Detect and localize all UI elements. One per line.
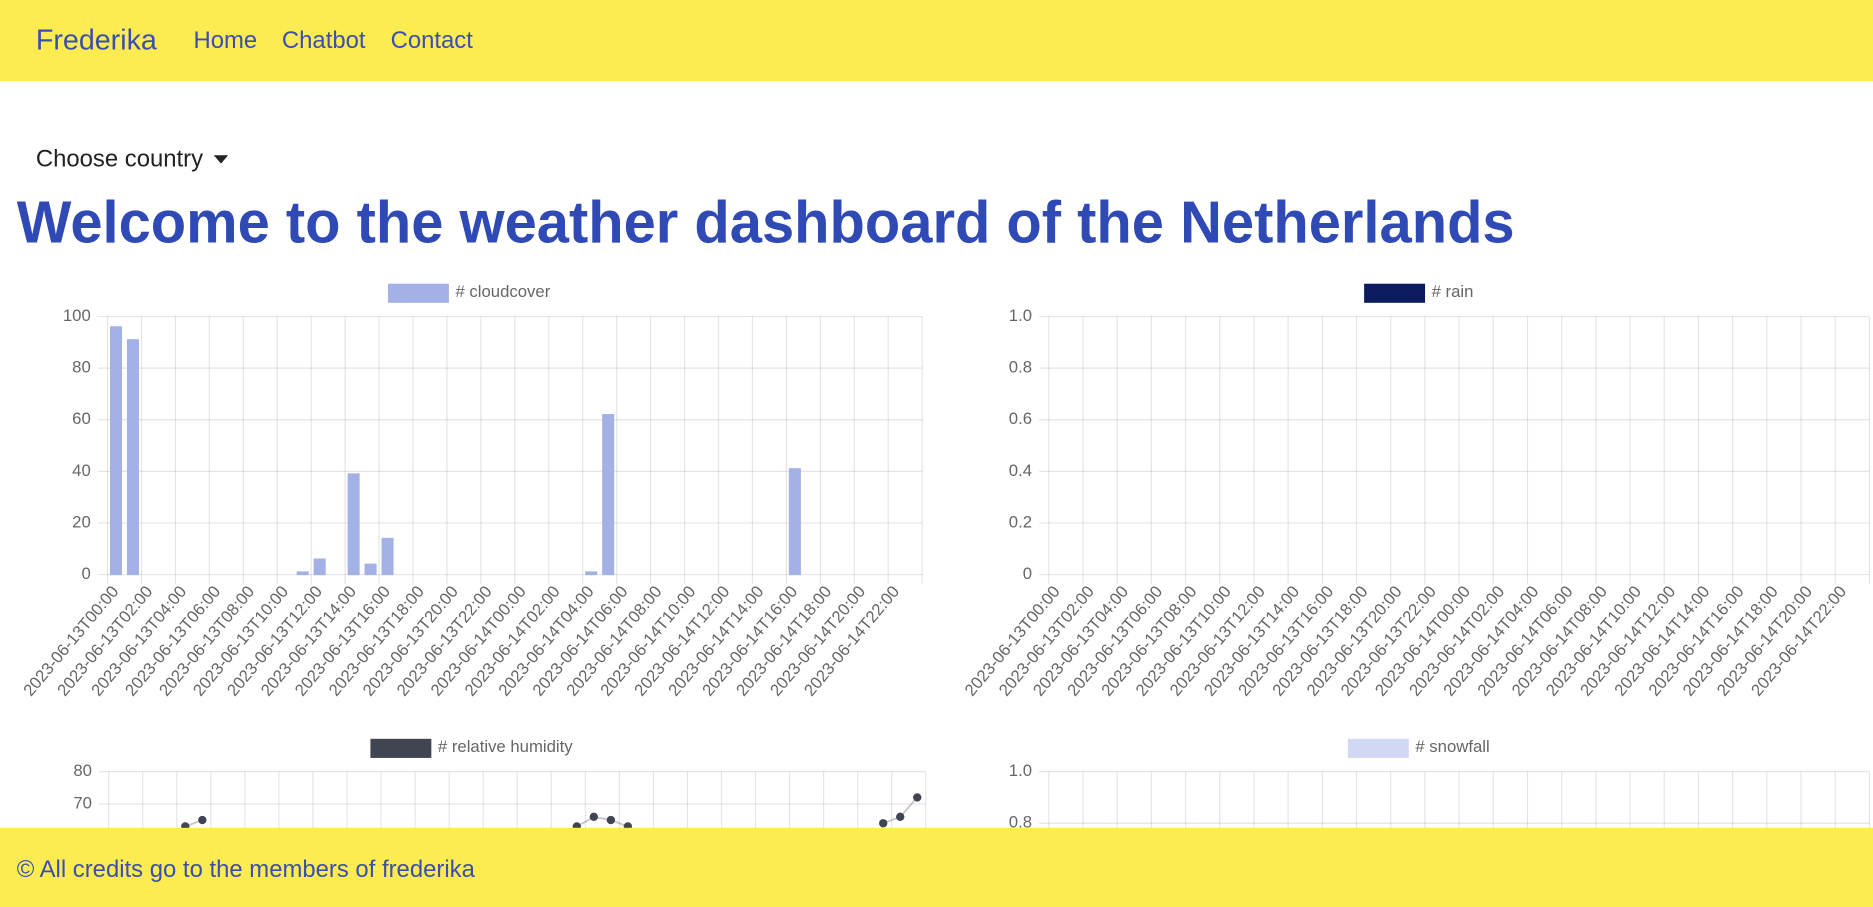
legend-swatch [388, 283, 449, 303]
y-tick-label: 40 [72, 461, 91, 480]
legend: # snowfall [1347, 737, 1490, 758]
legend-swatch [370, 738, 432, 758]
y-tick-label: 0.8 [1009, 358, 1032, 377]
point [589, 812, 599, 821]
bar [313, 558, 326, 576]
point [896, 812, 905, 821]
dropdown[interactable]: Choose country [36, 145, 203, 172]
legend-label: # snowfall [1415, 737, 1489, 756]
point [913, 793, 922, 802]
y-tick-label: 0 [1023, 564, 1032, 583]
point [198, 815, 207, 825]
y-tick-label: 80 [73, 761, 92, 780]
bar [585, 571, 598, 576]
nav-link[interactable]: Home [194, 27, 258, 54]
brand[interactable]: Frederika [36, 24, 157, 56]
dropdown-caret[interactable] [213, 155, 229, 164]
point [879, 819, 888, 828]
y-tick-label: 0 [81, 564, 90, 583]
nav-link[interactable]: Chatbot [282, 27, 366, 54]
legend-swatch [1347, 738, 1409, 758]
bar [109, 326, 123, 576]
legend-label: # relative humidity [438, 737, 573, 756]
y-tick-label: 0.4 [1009, 461, 1032, 480]
y-tick-label: 20 [72, 512, 91, 531]
y-tick-label: 0.2 [1009, 512, 1032, 531]
y-tick-label: 70 [73, 793, 92, 812]
bar [381, 537, 394, 576]
legend-swatch [1364, 283, 1426, 303]
y-tick-label: 0.6 [1009, 409, 1032, 428]
bar [602, 413, 615, 576]
bar [364, 563, 377, 576]
y-tick-label: 100 [63, 306, 91, 325]
heading: Welcome to the weather dashboard of the … [17, 189, 1515, 256]
footer-text: © All credits go to the members of frede… [17, 856, 476, 883]
bar [788, 468, 801, 576]
bar [347, 473, 360, 576]
navbar [0, 0, 1873, 82]
legend-label: # rain [1432, 282, 1474, 301]
footer [0, 827, 1873, 907]
nav-link[interactable]: Contact [391, 27, 474, 54]
y-tick-label: 80 [72, 358, 91, 377]
legend-label: # cloudcover [455, 282, 550, 301]
y-tick-label: 0.8 [1009, 813, 1032, 832]
bar [126, 339, 139, 576]
y-tick-label: 1.0 [1009, 761, 1032, 780]
y-tick-label: 60 [72, 409, 91, 428]
legend: # relative humidity [370, 737, 573, 758]
bar [296, 571, 309, 576]
legend: # cloudcover [388, 282, 551, 303]
point [606, 815, 616, 825]
y-tick-label: 1.0 [1009, 306, 1032, 325]
legend: # rain [1364, 282, 1474, 303]
